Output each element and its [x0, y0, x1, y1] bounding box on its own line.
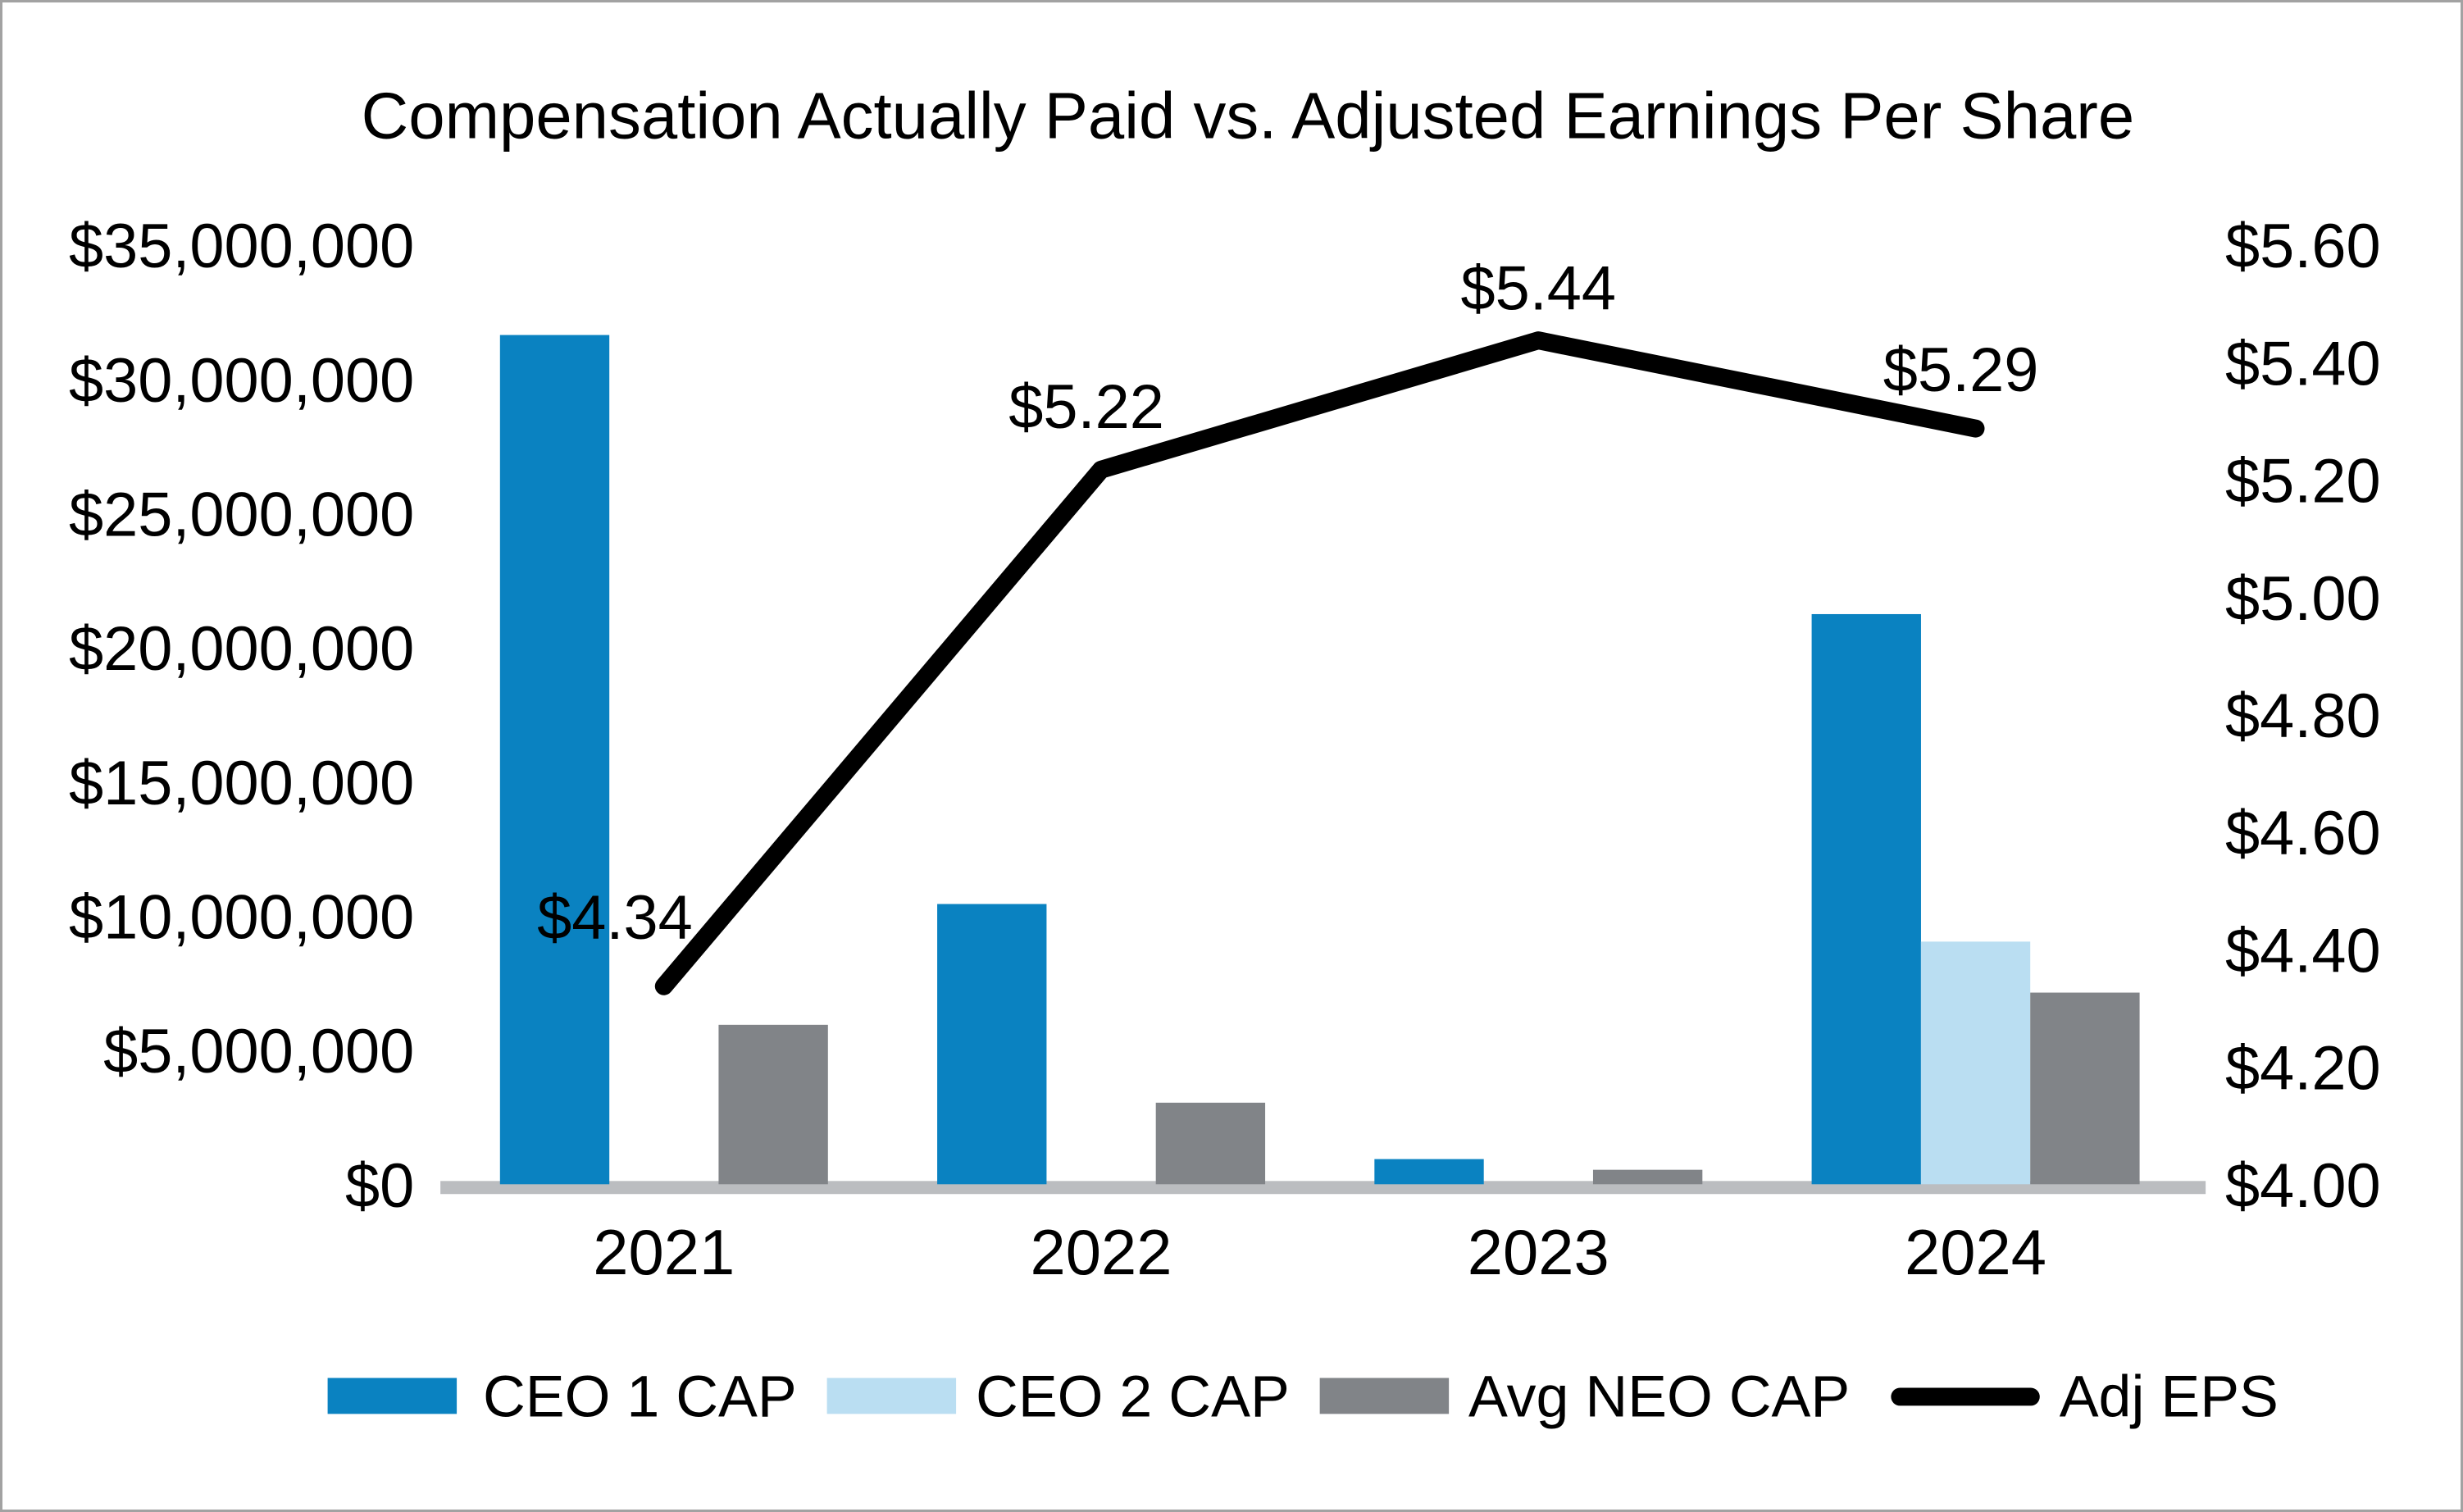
legend-key-neo	[1319, 1378, 1450, 1414]
right-axis-tick-$4.20: $4.20	[2225, 1034, 2381, 1104]
eps-label-2021: $4.34	[537, 883, 693, 953]
left-axis-tick-$10,000,000: $10,000,000	[69, 883, 414, 953]
bar-ceo1-2022	[937, 904, 1047, 1185]
bar-neo-2023	[1592, 1169, 1703, 1185]
legend-label-neo: Avg NEO CAP	[1468, 1364, 1850, 1429]
category-label-2022: 2022	[1031, 1218, 1172, 1288]
legend-key-eps	[1891, 1387, 2040, 1406]
category-label-2021: 2021	[593, 1218, 735, 1288]
right-axis-tick-$4.80: $4.80	[2225, 681, 2381, 751]
legend-label-eps: Adj EPS	[2060, 1364, 2279, 1429]
chart-title: Compensation Actually Paid vs. Adjusted …	[362, 79, 2135, 152]
eps-label-2023: $5.44	[1460, 253, 1616, 323]
bar-ceo1-2024	[1811, 613, 1921, 1185]
left-axis-tick-$5,000,000: $5,000,000	[103, 1017, 414, 1086]
category-axis-labels: 2021 2022 2023 2024	[593, 1218, 2046, 1288]
right-axis-tick-$5.20: $5.20	[2225, 447, 2381, 517]
bar-ceo2-2024	[1920, 941, 2031, 1185]
bar-neo-2024	[2030, 992, 2140, 1185]
bar-ceo1-2021	[499, 335, 610, 1185]
left-axis-tick-$15,000,000: $15,000,000	[69, 749, 414, 818]
bar-neo-2022	[1155, 1102, 1266, 1185]
left-axis-tick-$25,000,000: $25,000,000	[69, 480, 414, 549]
chart-legend: CEO 1 CAP CEO 2 CAP Avg NEO CAP Adj EPS	[327, 1364, 2279, 1429]
right-axis-tick-$4.00: $4.00	[2225, 1151, 2381, 1221]
legend-key-ceo2	[826, 1378, 957, 1414]
bar-ceo1-2023	[1374, 1159, 1484, 1185]
right-axis-tick-$5.60: $5.60	[2225, 212, 2381, 281]
legend-key-ceo1	[327, 1378, 458, 1414]
right-axis-tick-$4.40: $4.40	[2225, 916, 2381, 986]
left-axis-tick-$35,000,000: $35,000,000	[69, 212, 414, 281]
eps-label-2022: $5.22	[1008, 372, 1164, 442]
right-axis-tick-$4.60: $4.60	[2225, 799, 2381, 868]
x-axis-baseline	[440, 1181, 2206, 1195]
right-axis-tick-$5.40: $5.40	[2225, 329, 2381, 398]
adj-eps-line	[654, 331, 1985, 995]
right-axis-tick-$5.00: $5.00	[2225, 564, 2381, 634]
category-label-2024: 2024	[1905, 1218, 2046, 1288]
bar-neo-2021	[718, 1024, 828, 1185]
legend-label-ceo2: CEO 2 CAP	[976, 1364, 1290, 1429]
eps-line-group	[654, 331, 1985, 995]
x-axis-line	[440, 1181, 2206, 1195]
right-axis-tick-labels: $5.60 $5.40 $5.20 $5.00 $4.80 $4.60 $4.40 $4.20…	[2225, 212, 2381, 1221]
bar-series-group	[499, 335, 2140, 1185]
left-axis-tick-labels: $35,000,000 $30,000,000 $25,000,000 $20,000…	[69, 212, 414, 1221]
legend-label-ceo1: CEO 1 CAP	[483, 1364, 797, 1429]
left-axis-tick-$0: $0	[345, 1151, 414, 1221]
eps-point-labels: $4.34 $5.22 $5.44 $5.29	[537, 253, 2038, 952]
eps-label-2024: $5.29	[1883, 335, 2039, 405]
category-label-2023: 2023	[1468, 1218, 1609, 1288]
left-axis-tick-$30,000,000: $30,000,000	[69, 346, 414, 416]
left-axis-tick-$20,000,000: $20,000,000	[69, 614, 414, 684]
